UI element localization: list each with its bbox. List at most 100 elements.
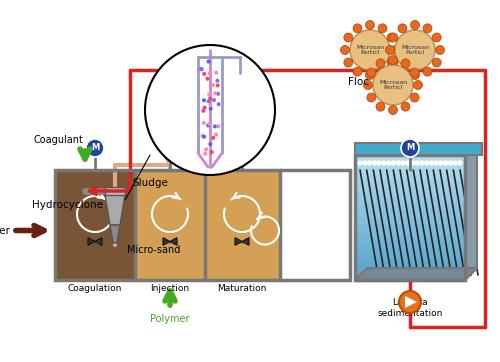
Circle shape — [401, 139, 419, 157]
Bar — [355, 186, 465, 194]
Polygon shape — [170, 237, 177, 245]
Circle shape — [420, 161, 424, 165]
Circle shape — [216, 84, 220, 88]
Circle shape — [436, 46, 444, 55]
Circle shape — [344, 33, 353, 42]
Circle shape — [389, 58, 398, 67]
Circle shape — [208, 106, 212, 111]
Polygon shape — [88, 237, 95, 245]
Circle shape — [410, 68, 419, 77]
Bar — [355, 205, 465, 212]
Bar — [355, 230, 465, 237]
Circle shape — [406, 161, 409, 165]
Circle shape — [444, 161, 448, 165]
Bar — [355, 224, 465, 231]
Circle shape — [434, 161, 438, 165]
Polygon shape — [95, 237, 102, 245]
Circle shape — [340, 46, 349, 55]
Bar — [55, 170, 135, 280]
Bar — [355, 236, 465, 244]
Circle shape — [414, 80, 422, 89]
Text: Maturation: Maturation — [218, 284, 266, 293]
Circle shape — [390, 46, 400, 55]
Circle shape — [206, 99, 210, 104]
Circle shape — [367, 68, 376, 77]
Text: Hydrocyclone: Hydrocyclone — [32, 200, 103, 210]
Circle shape — [432, 33, 441, 42]
Text: Microsan
Particl: Microsan Particl — [356, 45, 384, 55]
Circle shape — [432, 58, 441, 67]
Circle shape — [366, 71, 374, 80]
Circle shape — [388, 105, 398, 114]
Circle shape — [212, 98, 216, 102]
Circle shape — [206, 77, 210, 81]
Circle shape — [213, 125, 217, 129]
Circle shape — [214, 71, 218, 75]
Circle shape — [376, 102, 385, 111]
Polygon shape — [405, 296, 417, 308]
Circle shape — [350, 30, 390, 70]
Text: M: M — [166, 143, 174, 152]
Circle shape — [430, 161, 434, 165]
Text: Coagulation: Coagulation — [68, 284, 122, 293]
Bar — [355, 218, 465, 225]
Circle shape — [202, 121, 206, 125]
Bar — [355, 261, 465, 269]
Circle shape — [388, 55, 398, 64]
Circle shape — [423, 24, 432, 33]
Circle shape — [233, 139, 251, 157]
Circle shape — [366, 21, 374, 29]
Circle shape — [401, 161, 405, 165]
Circle shape — [387, 33, 396, 42]
Circle shape — [202, 109, 205, 113]
Circle shape — [214, 91, 218, 95]
Polygon shape — [465, 143, 477, 280]
Bar — [355, 143, 482, 155]
Circle shape — [398, 24, 407, 33]
Circle shape — [199, 67, 203, 71]
Polygon shape — [355, 268, 477, 280]
Circle shape — [410, 161, 414, 165]
Circle shape — [208, 103, 212, 107]
Text: Micro-sand: Micro-sand — [127, 245, 180, 255]
Circle shape — [216, 124, 220, 128]
Circle shape — [378, 67, 387, 76]
Circle shape — [389, 33, 398, 42]
Circle shape — [211, 136, 215, 140]
Bar — [355, 274, 465, 281]
Circle shape — [424, 161, 428, 165]
Circle shape — [208, 71, 212, 75]
Text: Sludge: Sludge — [132, 178, 168, 188]
Text: Lamella
sedimentation: Lamella sedimentation — [378, 298, 442, 318]
Circle shape — [210, 150, 214, 154]
Circle shape — [398, 67, 407, 76]
Text: Floc: Floc — [348, 77, 369, 87]
Circle shape — [207, 122, 211, 126]
Bar — [355, 155, 465, 162]
Bar — [355, 161, 465, 168]
Circle shape — [353, 67, 362, 76]
Circle shape — [344, 58, 353, 67]
Text: Microsan
Particl: Microsan Particl — [379, 80, 407, 90]
Bar — [355, 211, 465, 219]
Bar — [355, 168, 465, 175]
Circle shape — [448, 161, 452, 165]
Circle shape — [211, 83, 215, 87]
Circle shape — [204, 147, 208, 151]
Circle shape — [364, 80, 372, 89]
Bar — [355, 193, 465, 200]
Circle shape — [208, 142, 212, 146]
Bar — [355, 243, 465, 250]
Circle shape — [410, 21, 420, 29]
Circle shape — [206, 59, 210, 64]
Bar — [355, 268, 465, 275]
Circle shape — [458, 161, 462, 165]
Text: Polymer: Polymer — [150, 314, 190, 324]
Circle shape — [206, 123, 210, 127]
Polygon shape — [242, 237, 249, 245]
Bar — [55, 170, 350, 280]
Circle shape — [373, 65, 413, 105]
Text: Injection: Injection — [150, 284, 190, 293]
Circle shape — [395, 30, 435, 70]
Bar — [355, 199, 465, 206]
